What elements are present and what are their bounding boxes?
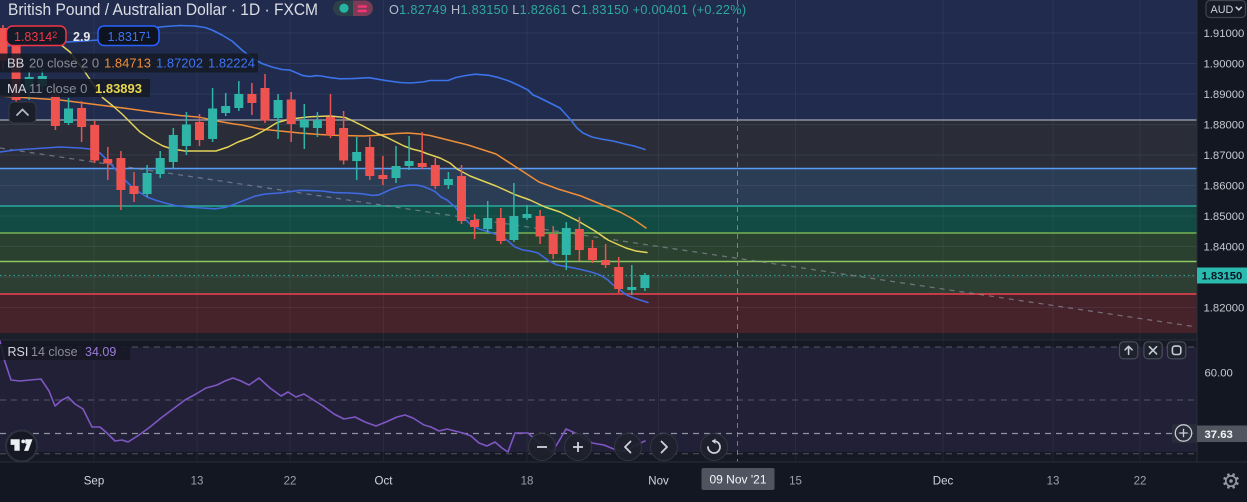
svg-text:1.90000: 1.90000 <box>1204 59 1245 71</box>
svg-text:1.88000: 1.88000 <box>1204 120 1245 132</box>
svg-text:13: 13 <box>1047 476 1060 488</box>
svg-text:20 close 2 0: 20 close 2 0 <box>29 56 99 71</box>
svg-text:Dec: Dec <box>933 476 954 488</box>
svg-text:1.82224: 1.82224 <box>208 56 255 71</box>
svg-text:1.89000: 1.89000 <box>1204 89 1245 101</box>
svg-text:11 close 0: 11 close 0 <box>29 81 87 96</box>
svg-text:09 Nov '21: 09 Nov '21 <box>710 473 767 487</box>
svg-text:1.84000: 1.84000 <box>1204 242 1245 254</box>
svg-text:60.00: 60.00 <box>1205 368 1233 380</box>
svg-text:British Pound / Australian Dol: British Pound / Australian Dollar · 1D ·… <box>8 1 318 19</box>
svg-text:1.83142: 1.83142 <box>14 30 57 44</box>
svg-text:AUD: AUD <box>1211 4 1234 16</box>
svg-text:1.86000: 1.86000 <box>1204 181 1245 193</box>
svg-text:1.83150: 1.83150 <box>1202 271 1243 283</box>
svg-text:Nov: Nov <box>648 476 669 488</box>
svg-text:MA: MA <box>7 81 27 96</box>
svg-text:1.84713: 1.84713 <box>104 56 151 71</box>
svg-text:37.63: 37.63 <box>1205 429 1233 441</box>
svg-text:1.87000: 1.87000 <box>1204 150 1245 162</box>
svg-text:RSI: RSI <box>8 345 29 359</box>
svg-text:1.83171: 1.83171 <box>108 30 151 44</box>
svg-text:15: 15 <box>789 476 802 488</box>
svg-text:Sep: Sep <box>84 476 104 488</box>
svg-text:18: 18 <box>521 476 534 488</box>
svg-text:O1.82749 H1.83150 L1.82661 C1.: O1.82749 H1.83150 L1.82661 C1.83150 +0.0… <box>389 3 746 17</box>
svg-text:22: 22 <box>1134 476 1147 488</box>
svg-text:BB: BB <box>7 56 24 71</box>
svg-text:2.9: 2.9 <box>73 30 90 44</box>
svg-text:1.82000: 1.82000 <box>1204 303 1245 315</box>
svg-text:22: 22 <box>284 476 297 488</box>
svg-text:14 close: 14 close <box>31 345 78 359</box>
svg-text:1.91000: 1.91000 <box>1204 28 1245 40</box>
svg-text:13: 13 <box>191 476 204 488</box>
svg-text:34.09: 34.09 <box>85 345 116 359</box>
svg-text:Oct: Oct <box>375 476 394 488</box>
svg-text:1.87202: 1.87202 <box>156 56 203 71</box>
svg-text:1.83893: 1.83893 <box>95 81 142 96</box>
svg-text:1.85000: 1.85000 <box>1204 211 1245 223</box>
